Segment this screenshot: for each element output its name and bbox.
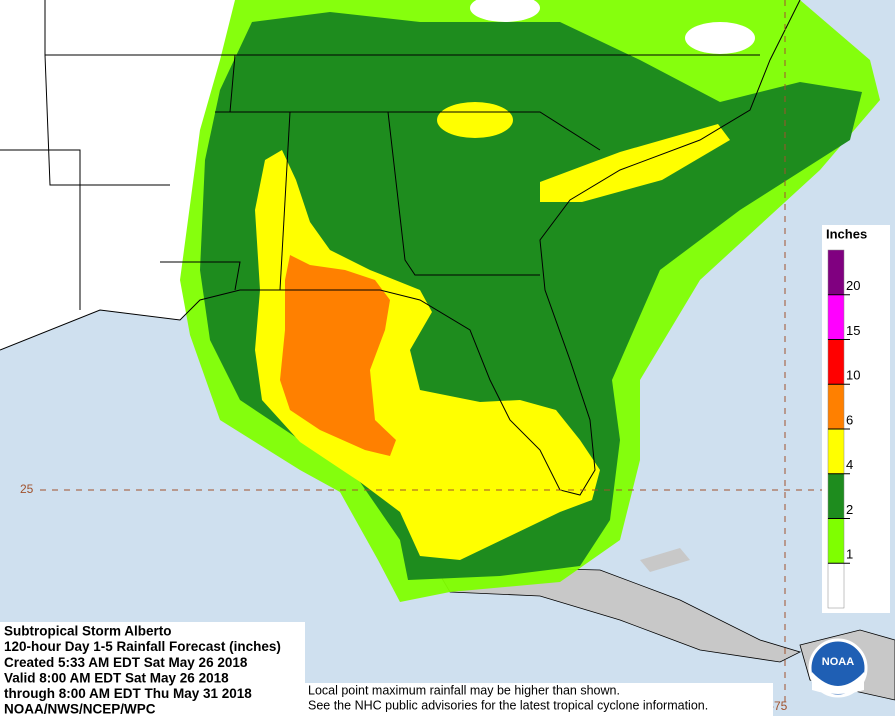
logo-wave (812, 672, 864, 694)
note-box (305, 683, 773, 716)
note-line: See the NHC public advisories for the la… (308, 698, 708, 712)
cuba (439, 567, 802, 663)
logo-text: NOAA (822, 656, 854, 668)
legend-swatch (827, 384, 845, 430)
legend-swatch (827, 339, 845, 385)
rain-4-6in (540, 124, 730, 202)
rain-4-6in (255, 150, 600, 560)
info-line: Created 5:33 AM EDT Sat May 26 2018 (4, 655, 248, 670)
info-box (0, 622, 305, 716)
dry-area (470, 0, 540, 22)
rain-6-10in (280, 255, 396, 456)
info-line: Valid 8:00 AM EDT Sat May 26 2018 (4, 670, 229, 685)
legend-label: 2 (846, 502, 853, 517)
legend-swatch (827, 518, 845, 564)
lon-label: -75 (770, 699, 788, 713)
island (640, 548, 690, 572)
note-text: Local point maximum rainfall may be high… (308, 683, 708, 712)
legend-label: 20 (846, 278, 860, 293)
legend-swatch (827, 563, 845, 609)
legend-label: 10 (846, 368, 860, 383)
graticule (40, 0, 825, 705)
legend-label: 1 (846, 547, 853, 562)
legend-title: Inches (826, 226, 867, 241)
info-line: through 8:00 AM EDT Thu May 31 2018 (4, 686, 252, 701)
legend-swatch (827, 294, 845, 340)
legend-label: 15 (846, 323, 860, 338)
note-line: Local point maximum rainfall may be high… (308, 683, 620, 697)
legend-swatch (827, 249, 845, 295)
info-line: NOAA/NWS/NCEP/WPC (4, 702, 156, 716)
legend-label: 4 (846, 457, 853, 472)
legend-swatch (827, 428, 845, 474)
dry-area (685, 22, 755, 54)
lat-label: 25 (20, 482, 34, 496)
info-line: 120-hour Day 1-5 Rainfall Forecast (inch… (4, 639, 281, 654)
rain-4-6in (437, 102, 513, 138)
info-line: Subtropical Storm Alberto (4, 624, 172, 639)
legend: Inches 1 2 4 6 10 15 20 (822, 225, 890, 613)
legend-swatch (827, 473, 845, 519)
legend-label: 6 (846, 412, 853, 427)
